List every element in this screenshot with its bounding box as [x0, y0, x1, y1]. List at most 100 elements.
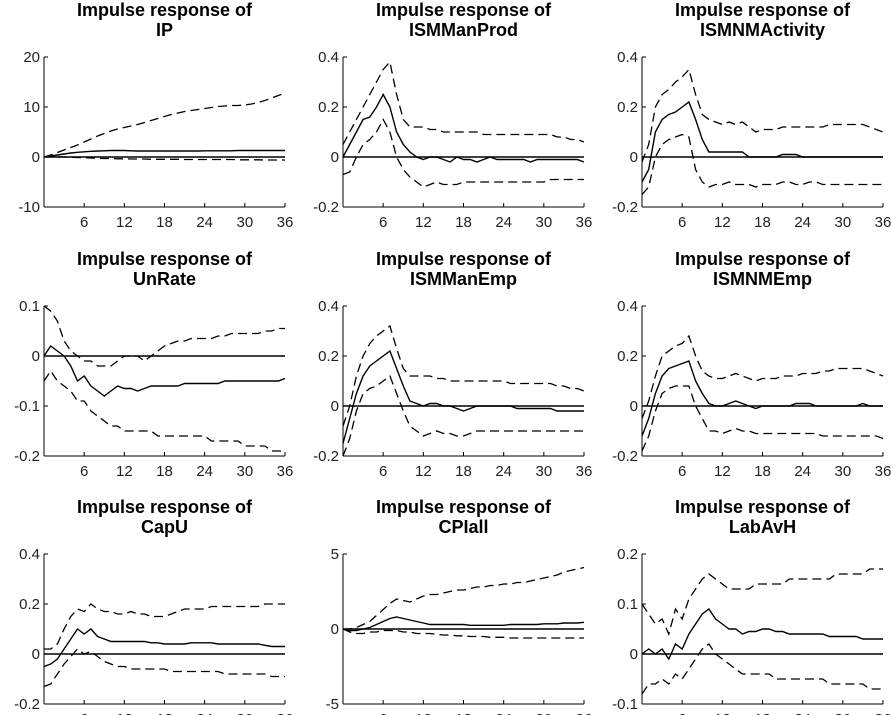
y-tick-label: -5	[326, 696, 339, 713]
x-tick-label: 24	[495, 463, 512, 480]
x-tick-label: 36	[277, 463, 294, 480]
lower-band-line	[342, 628, 584, 639]
y-tick-label: 0.4	[617, 49, 638, 66]
y-tick-label: 0.4	[318, 298, 339, 315]
y-tick-label: -10	[18, 199, 40, 216]
x-tick-label: 36	[576, 711, 593, 715]
chart-title-line2: IP	[155, 20, 173, 40]
x-tick-label: 12	[714, 463, 731, 480]
chart-title-line1: Impulse response of	[674, 0, 851, 20]
chart-panel-1: Impulse response of IP -10 0 10 20 6 12 18 24 30 36	[8, 0, 293, 231]
y-tick-label: 20	[23, 49, 40, 66]
x-tick-label: 36	[277, 711, 294, 715]
y-tick-label: -0.1	[14, 398, 40, 415]
response-line	[641, 360, 883, 437]
response-line	[342, 93, 585, 163]
x-tick-label: 6	[678, 214, 686, 231]
x-tick-label: 6	[80, 214, 88, 231]
x-tick-label: 36	[576, 214, 593, 231]
x-tick-label: 30	[236, 214, 253, 231]
x-tick-label: 12	[415, 214, 432, 231]
response-line	[641, 100, 883, 183]
y-tick-label: 0	[630, 646, 638, 663]
y-tick-label: 0.4	[19, 546, 40, 563]
lower-band-line	[43, 648, 285, 688]
upper-band-line	[641, 68, 884, 163]
response-line	[342, 616, 585, 632]
y-tick-label: 10	[23, 99, 40, 116]
lower-band-line	[342, 374, 584, 457]
x-tick-label: 12	[415, 711, 432, 715]
chart-plot-area: -0.1 0 0.1 0.2 6 12 18 24 30 36	[612, 546, 891, 715]
x-tick-label: 24	[196, 214, 213, 231]
x-tick-label: 30	[834, 463, 851, 480]
x-tick-label: 18	[455, 711, 472, 715]
y-tick-label: -0.2	[313, 448, 339, 465]
y-tick-label: 0	[630, 149, 638, 166]
chart-plot-area: -0.2 0 0.2 0.4 6 12 18 24 30 36	[612, 49, 891, 231]
x-tick-label: 18	[156, 463, 173, 480]
x-tick-label: 36	[875, 711, 891, 715]
y-tick-label: -0.2	[313, 199, 339, 216]
y-tick-label: 0.1	[19, 298, 40, 315]
chart-title-line2: UnRate	[132, 269, 196, 289]
y-tick-label: 0.4	[617, 298, 638, 315]
y-tick-label: 0.2	[318, 99, 339, 116]
chart-title-line2: ISMNMEmp	[713, 269, 812, 289]
x-tick-label: 24	[794, 214, 811, 231]
lower-band-line	[342, 118, 584, 188]
y-tick-label: -0.2	[14, 696, 40, 713]
x-tick-label: 12	[714, 214, 731, 231]
x-tick-label: 12	[415, 463, 432, 480]
x-tick-label: 6	[379, 711, 387, 715]
x-tick-label: 30	[535, 711, 552, 715]
y-tick-label: 0	[331, 398, 339, 415]
x-tick-label: 30	[834, 214, 851, 231]
y-tick-label: 0.2	[19, 596, 40, 613]
upper-band-line	[641, 568, 883, 636]
y-tick-label: 5	[331, 546, 339, 563]
x-tick-label: 24	[794, 463, 811, 480]
lower-band-line	[43, 369, 285, 452]
x-tick-label: 30	[236, 463, 253, 480]
chart-title-line1: Impulse response of	[674, 249, 851, 269]
upper-band-line	[343, 566, 585, 630]
x-tick-label: 6	[678, 463, 686, 480]
y-tick-label: -0.2	[612, 199, 638, 216]
x-tick-label: 24	[196, 711, 213, 715]
chart-plot-area: -0.2 0 0.2 0.4 6 12 18 24 30 36	[612, 298, 891, 480]
x-tick-label: 18	[754, 711, 771, 715]
response-line	[641, 607, 883, 661]
upper-band-line	[44, 603, 285, 650]
x-tick-label: 24	[495, 214, 512, 231]
response-line	[43, 344, 286, 397]
chart-title-line2: CapU	[140, 517, 188, 537]
y-tick-label: 0.4	[318, 49, 339, 66]
x-tick-label: 30	[535, 214, 552, 231]
x-tick-label: 36	[875, 463, 891, 480]
x-tick-label: 12	[116, 463, 133, 480]
x-tick-label: 36	[875, 214, 891, 231]
y-tick-label: 0	[32, 348, 40, 365]
chart-title-line2: ISMNMActivity	[699, 20, 825, 40]
response-line	[43, 149, 285, 158]
chart-title-line2: CPIall	[438, 517, 489, 537]
y-tick-label: 0.1	[617, 596, 638, 613]
x-tick-label: 6	[678, 711, 686, 715]
y-tick-label: -0.2	[612, 448, 638, 465]
response-line	[43, 627, 285, 668]
x-tick-label: 18	[455, 214, 472, 231]
x-tick-label: 12	[116, 214, 133, 231]
x-tick-label: 30	[834, 711, 851, 715]
chart-title-line1: Impulse response of	[375, 0, 552, 20]
chart-panel-5: Impulse response of ISMManEmp -0.2 0 0.2 0.4 6…	[307, 249, 592, 480]
chart-title-line1: Impulse response of	[76, 0, 253, 20]
y-tick-label: 0	[331, 621, 339, 638]
x-tick-label: 24	[794, 711, 811, 715]
chart-plot-area: -10 0 10 20 6 12 18 24 30 36	[18, 49, 293, 231]
chart-plot-area: -0.2 -0.1 0 0.1 6 12 18 24 30 36	[14, 298, 293, 480]
